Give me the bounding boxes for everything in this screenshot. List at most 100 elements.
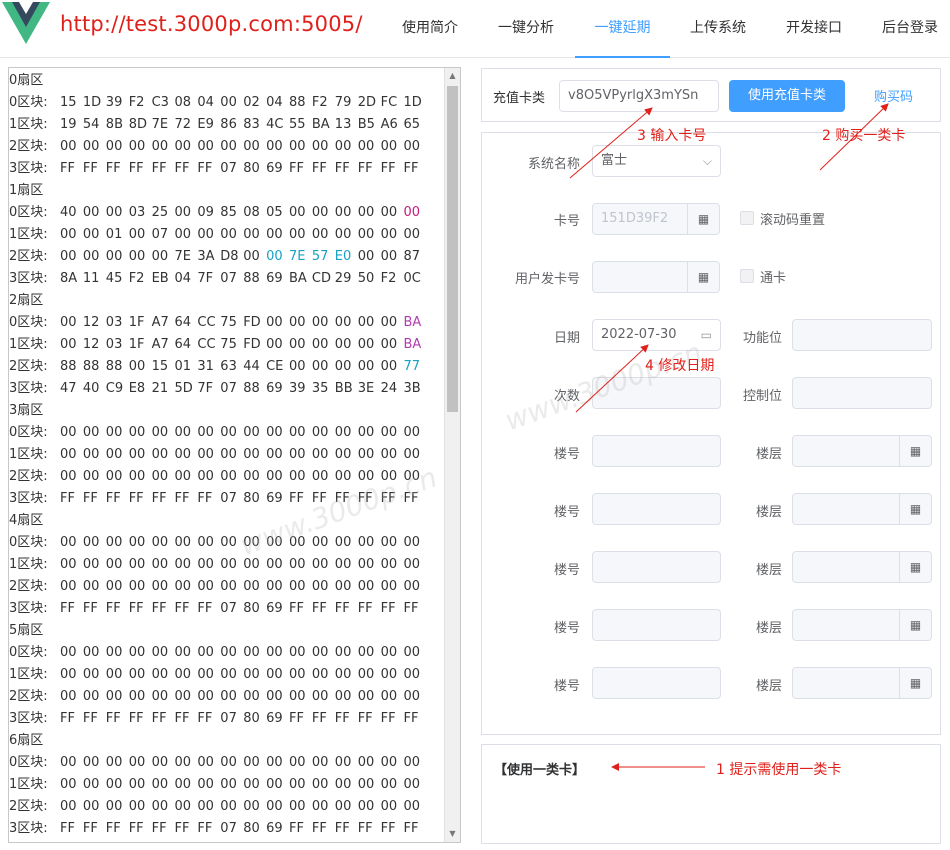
hex-byte: FF (105, 711, 121, 726)
hex-byte: 00 (289, 139, 306, 154)
use-recharge-button[interactable]: 使用充值卡类 (729, 80, 845, 112)
universal-card-checkbox[interactable] (740, 269, 754, 283)
hex-byte: 00 (60, 777, 77, 792)
nav-dev-api[interactable]: 开发接口 (786, 20, 842, 36)
floor-input[interactable] (792, 551, 900, 583)
hex-byte: E9 (197, 117, 214, 132)
hex-byte: 00 (380, 447, 398, 462)
control-bit-input[interactable] (792, 377, 932, 409)
user-card-calculator-icon[interactable]: ▦ (688, 261, 720, 293)
hex-byte: 2D (357, 95, 376, 110)
hex-byte: CC (197, 337, 216, 352)
card-no-input[interactable]: 151D39F2 (592, 203, 688, 235)
hex-byte: 00 (357, 359, 375, 374)
hex-byte: 5D (174, 381, 193, 396)
floor-calculator-icon[interactable]: ▦ (900, 493, 932, 525)
hex-byte: 04 (174, 271, 192, 286)
hex-byte: 00 (128, 689, 146, 704)
hex-byte: 00 (243, 425, 260, 440)
building-input[interactable] (592, 551, 721, 583)
hex-scrollbar[interactable]: ▲ ▼ (444, 68, 460, 842)
hex-byte: 00 (105, 667, 123, 682)
hex-byte: 00 (220, 425, 237, 440)
hex-byte: FF (151, 711, 167, 726)
function-bit-input[interactable] (792, 319, 932, 351)
floor-calculator-icon[interactable]: ▦ (900, 609, 932, 641)
hex-byte: 00 (403, 777, 421, 792)
site-url[interactable]: http://test.3000p.com:5005/ (60, 12, 363, 36)
scroll-up-arrow-icon[interactable]: ▲ (449, 71, 456, 80)
card-hex-dump[interactable]: 0扇区 0区块: 15 1D 39 F2 C3 08 04 00 02 04 88 F2 79 2D FC 1D 1… (8, 67, 461, 843)
hex-byte: 00 (266, 799, 283, 814)
card-no-calculator-icon[interactable]: ▦ (688, 203, 720, 235)
hex-byte: FF (82, 601, 98, 616)
hex-byte: 00 (334, 667, 352, 682)
floor-calculator-icon[interactable]: ▦ (900, 667, 932, 699)
hex-byte: 00 (311, 227, 329, 242)
hex-byte: 79 (334, 95, 352, 110)
nav-admin-login[interactable]: 后台登录 (882, 20, 938, 36)
building-input[interactable] (592, 609, 721, 641)
hex-byte: 00 (380, 777, 398, 792)
hex-byte: 00 (105, 755, 123, 770)
hex-byte: 00 (174, 755, 192, 770)
buy-code-link[interactable]: 购买码 (874, 90, 914, 105)
building-input[interactable] (592, 435, 721, 467)
recharge-code-input[interactable]: v8O5VPyrlgX3mYSn (559, 80, 719, 112)
floor-input[interactable] (792, 493, 900, 525)
hex-byte: 00 (380, 755, 398, 770)
nav-upload-system[interactable]: 上传系统 (690, 20, 746, 36)
building-label: 楼号 (553, 679, 580, 694)
floor-calculator-icon[interactable]: ▦ (900, 435, 932, 467)
hex-byte: 00 (403, 469, 421, 484)
nav-one-click-extend[interactable]: 一键延期 (575, 0, 670, 58)
scroll-thumb[interactable] (447, 86, 458, 412)
scroll-down-arrow-icon[interactable]: ▼ (449, 829, 456, 838)
hex-byte: 00 (243, 755, 260, 770)
hex-block-row: 0区块: 00 00 00 00 00 00 00 00 00 00 00 00 00 00 00 00 (9, 422, 446, 444)
hex-byte: 05 (266, 205, 283, 220)
hex-byte: FF (311, 161, 327, 176)
nav-usage-intro[interactable]: 使用简介 (402, 20, 458, 36)
date-picker[interactable]: 2022-07-30 ▭ (592, 319, 721, 351)
hex-block-row: 1区块: 00 00 00 00 00 00 00 00 00 00 00 00 00 00 00 00 (9, 554, 446, 576)
hex-byte: F2 (128, 95, 145, 110)
building-input[interactable] (592, 493, 721, 525)
hex-byte: 00 (128, 645, 146, 660)
floor-calculator-icon[interactable]: ▦ (900, 551, 932, 583)
hex-byte: 00 (220, 777, 237, 792)
hex-byte: 00 (197, 579, 214, 594)
hex-byte: 00 (334, 315, 352, 330)
hex-byte: 00 (60, 535, 77, 550)
hex-byte: 40 (60, 205, 77, 220)
hex-byte: 00 (266, 249, 283, 264)
hex-byte: 55 (289, 117, 306, 132)
hex-byte: 00 (403, 689, 421, 704)
hex-byte: 00 (357, 755, 375, 770)
hex-byte: 00 (60, 139, 77, 154)
user-card-input[interactable] (592, 261, 688, 293)
hex-byte: 19 (60, 117, 77, 132)
floor-input[interactable] (792, 609, 900, 641)
hex-byte: 00 (174, 227, 192, 242)
hex-byte: 00 (105, 799, 123, 814)
hex-block-row: 0区块: 40 00 00 03 25 00 09 85 08 05 00 00 00 00 00 00 (9, 202, 446, 224)
hex-byte: 00 (357, 469, 375, 484)
block-label: 2区块: (9, 249, 48, 264)
building-input[interactable] (592, 667, 721, 699)
nav-one-click-analyze[interactable]: 一键分析 (498, 20, 554, 36)
rolling-reset-checkbox[interactable] (740, 211, 754, 225)
hex-byte: 00 (266, 777, 283, 792)
hex-byte: 00 (357, 799, 375, 814)
hex-byte: BA (311, 117, 330, 132)
floor-input[interactable] (792, 667, 900, 699)
floor-input[interactable] (792, 435, 900, 467)
hex-byte: 1D (403, 95, 422, 110)
hex-byte: 00 (243, 557, 260, 572)
universal-card-label: 通卡 (760, 271, 787, 286)
hex-byte: 00 (380, 557, 398, 572)
system-name-select[interactable]: 富士 ⌵ (592, 145, 721, 177)
hex-byte: 00 (105, 447, 123, 462)
block-label: 1区块: (9, 227, 48, 242)
hex-byte: 00 (266, 579, 283, 594)
